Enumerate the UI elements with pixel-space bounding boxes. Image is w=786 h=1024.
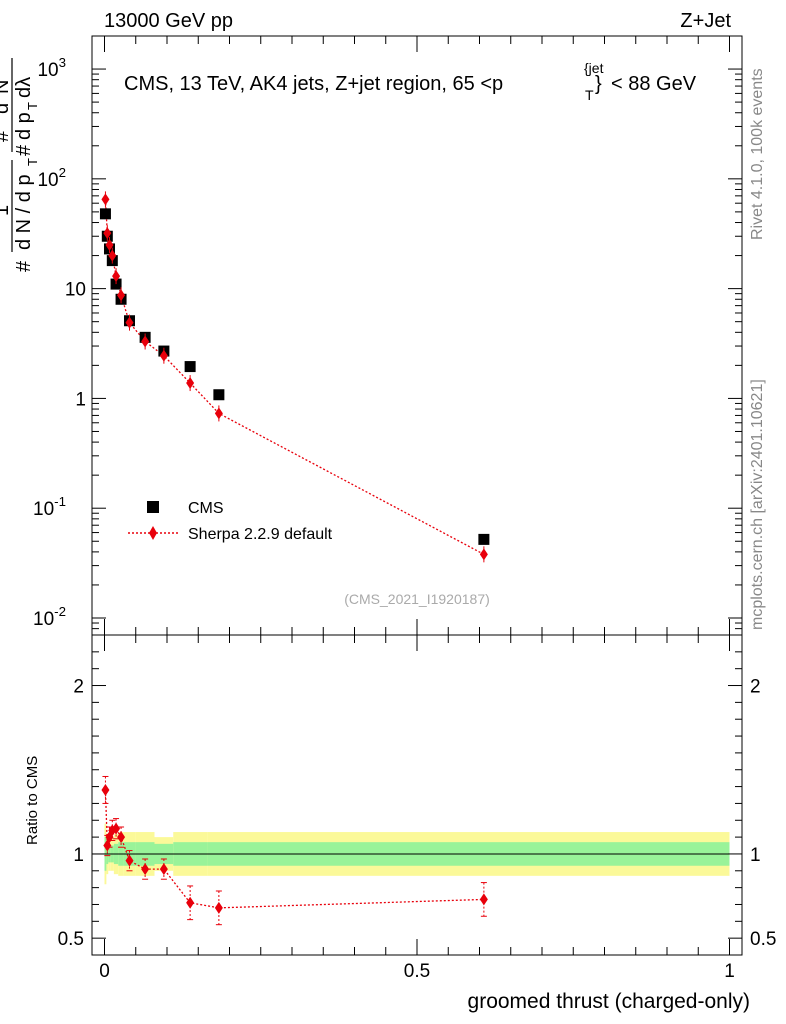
x-tick-label: 1 xyxy=(724,961,735,982)
legend-mc-label: Sherpa 2.2.9 default xyxy=(188,526,333,543)
svg-text:#: # xyxy=(0,130,13,142)
plot-title-main: CMS, 13 TeV, AK4 jets, Z+jet region, 65 … xyxy=(124,73,503,95)
mc-point xyxy=(103,227,112,240)
main-y-tick-label: 103 xyxy=(37,55,66,81)
ratio-y-tick-label-right: 1 xyxy=(750,845,761,866)
svg-text:T: T xyxy=(25,158,40,166)
ratio-uncertainty-bands xyxy=(92,823,730,885)
ratio-panel-axes: 0 0.5 1 0.5 0.5 1 1 2 2 xyxy=(58,634,776,982)
ratio-y-tick-label: 0.5 xyxy=(58,929,84,950)
ratio-y-tick-label-right: 2 xyxy=(750,677,761,698)
svg-text:d: d xyxy=(0,103,13,114)
data-point xyxy=(213,389,225,401)
mc-point xyxy=(186,377,195,390)
main-y-tick-label: 1 xyxy=(75,389,86,410)
svg-text:dλ: dλ xyxy=(13,77,35,98)
mcplots-site-label: mcplots.cern.ch [arXiv:2401.10621] xyxy=(749,379,766,630)
ratio-y-tick-label: 1 xyxy=(73,845,84,866)
mc-point xyxy=(214,407,223,420)
mc-point xyxy=(117,289,126,302)
main-y-axis-label: # d N / d p T 1 # d p T dλ # d 2 N xyxy=(0,58,40,272)
plot-title-tail: < 88 GeV xyxy=(611,73,697,95)
plot-title-sup: {jet xyxy=(584,60,604,76)
data-point xyxy=(478,533,490,545)
data-point xyxy=(99,208,111,220)
main-frame xyxy=(91,35,743,636)
ratio-y-tick-label-right: 0.5 xyxy=(750,929,776,950)
plot-title: CMS, 13 TeV, AK4 jets, Z+jet region, 65 … xyxy=(124,60,697,103)
mc-point xyxy=(479,548,488,561)
main-y-tick-label: 10-2 xyxy=(33,604,66,630)
plot-title-sup-close: } xyxy=(595,73,602,95)
svg-text:T: T xyxy=(25,102,40,110)
svg-text:#: # xyxy=(13,260,35,272)
plot-title-sub: T xyxy=(585,87,594,103)
svg-text:#: # xyxy=(13,144,35,156)
ratio-point xyxy=(479,893,488,906)
ratio-panel-marks xyxy=(101,775,488,926)
ratio-y-tick-label: 2 xyxy=(73,677,84,698)
main-y-tick-label: 10 xyxy=(65,280,86,301)
mc-point xyxy=(159,349,168,362)
legend-data-label: CMS xyxy=(188,500,224,517)
rivet-version-label: Rivet 4.1.0, 100k events xyxy=(749,68,766,240)
ratio-y-axis-label: Ratio to CMS xyxy=(24,756,41,845)
energy-label: 13000 GeV pp xyxy=(104,10,233,32)
analysis-id-label: (CMS_2021_I1920187) xyxy=(344,591,490,607)
main-y-tick-label: 10-1 xyxy=(33,494,66,520)
legend: CMS Sherpa 2.2.9 default xyxy=(128,500,333,543)
mc-curve xyxy=(104,199,485,555)
ratio-point xyxy=(125,854,134,867)
svg-text:d N / d p: d N / d p xyxy=(13,174,35,250)
mc-point xyxy=(108,249,117,262)
process-label: Z+Jet xyxy=(680,10,731,32)
main-panel-axes: 10-2 10-1 1 10 102 103 xyxy=(33,35,743,636)
mc-point xyxy=(101,193,110,206)
ratio-point xyxy=(117,831,126,844)
mc-point xyxy=(105,238,114,251)
ratio-point xyxy=(214,901,223,914)
main-y-tick-label: 102 xyxy=(37,165,66,191)
ratio-point xyxy=(141,863,150,876)
x-tick-label: 0.5 xyxy=(404,961,430,982)
legend-mc-marker xyxy=(149,526,157,540)
x-tick-label: 0 xyxy=(99,961,110,982)
ratio-point xyxy=(101,783,110,796)
svg-text:d p: d p xyxy=(13,112,35,140)
ratio-point xyxy=(186,896,195,909)
mc-point xyxy=(125,316,134,329)
x-axis-label: groomed thrust (charged-only) xyxy=(468,990,750,1013)
mc-point xyxy=(141,335,150,348)
svg-text:2: 2 xyxy=(0,95,3,102)
main-panel-marks xyxy=(99,191,490,563)
ratio-point xyxy=(159,863,168,876)
data-point xyxy=(184,361,196,373)
mc-point xyxy=(112,270,121,283)
ratio-point xyxy=(112,822,121,835)
svg-text:1: 1 xyxy=(0,205,13,216)
legend-data-marker xyxy=(147,501,159,513)
svg-text:N: N xyxy=(0,80,13,94)
